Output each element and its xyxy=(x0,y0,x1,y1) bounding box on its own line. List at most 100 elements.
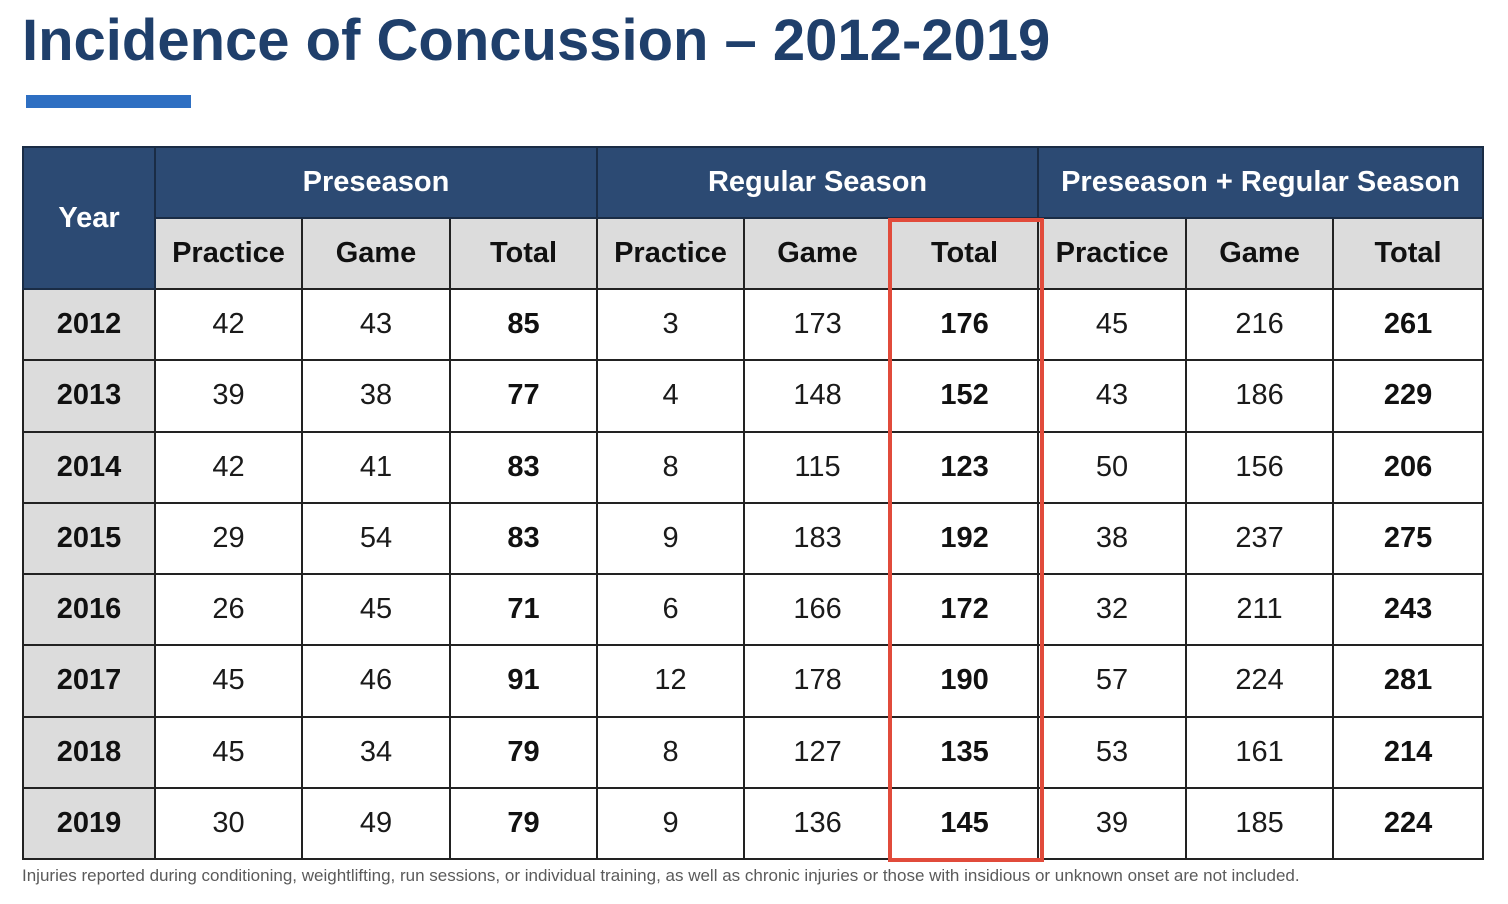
table-row: 2019 30 49 79 9 136 145 39 185 224 xyxy=(22,786,1485,861)
table-row: 2017 45 46 91 12 178 190 57 224 281 xyxy=(22,644,1485,718)
footnote: Injuries reported during conditioning, w… xyxy=(22,866,1300,885)
cell-regular-game: 127 xyxy=(743,715,893,789)
subheader-row: Practice Game Total Practice Game Total … xyxy=(23,217,1485,290)
group-header-row: Year Preseason Regular Season Preseason … xyxy=(22,146,1485,290)
cell-preseason-practice: 45 xyxy=(154,715,303,789)
cell-combined-game: 211 xyxy=(1185,572,1335,647)
cell-combined-total: 261 xyxy=(1332,287,1485,362)
cell-preseason-practice: 29 xyxy=(154,501,303,576)
cell-preseason-game: 54 xyxy=(301,501,451,576)
cell-preseason-total: 83 xyxy=(448,501,599,576)
cell-year: 2012 xyxy=(22,287,156,362)
cell-regular-total: 190 xyxy=(890,644,1040,718)
table-body: 2012 42 43 85 3 173 176 45 216 261 2013 39 38 77 4 148 1… xyxy=(22,287,1485,861)
group-header-regular-season: Regular Season xyxy=(596,146,1040,219)
cell-preseason-total: 85 xyxy=(448,287,599,362)
cell-regular-practice: 9 xyxy=(596,501,746,576)
cell-regular-total: 176 xyxy=(890,287,1040,362)
subheader-combined-practice: Practice xyxy=(1037,217,1188,290)
cell-combined-game: 216 xyxy=(1185,287,1335,362)
cell-combined-game: 156 xyxy=(1185,430,1335,504)
cell-year: 2016 xyxy=(22,572,156,647)
cell-regular-game: 178 xyxy=(743,644,893,718)
year-header: Year xyxy=(22,146,156,290)
cell-preseason-practice: 45 xyxy=(154,644,303,718)
table-row: 2015 29 54 83 9 183 192 38 237 275 xyxy=(22,501,1485,576)
cell-combined-practice: 39 xyxy=(1037,786,1188,861)
cell-combined-practice: 50 xyxy=(1037,430,1188,504)
cell-combined-game: 185 xyxy=(1185,786,1335,861)
cell-regular-total: 192 xyxy=(890,501,1040,576)
cell-regular-practice: 8 xyxy=(596,430,746,504)
cell-regular-total: 152 xyxy=(890,359,1040,433)
subheader-preseason-total: Total xyxy=(448,217,599,290)
table-row: 2016 26 45 71 6 166 172 32 211 243 xyxy=(22,572,1485,647)
cell-combined-game: 161 xyxy=(1185,715,1335,789)
table-row: 2018 45 34 79 8 127 135 53 161 214 xyxy=(22,715,1485,789)
cell-regular-practice: 6 xyxy=(596,572,746,647)
page-title: Incidence of Concussion – 2012-2019 xyxy=(22,8,1051,73)
cell-year: 2015 xyxy=(22,501,156,576)
cell-combined-total: 206 xyxy=(1332,430,1485,504)
cell-regular-practice: 9 xyxy=(596,786,746,861)
cell-regular-game: 173 xyxy=(743,287,893,362)
cell-combined-total: 275 xyxy=(1332,501,1485,576)
subheader-combined-game: Game xyxy=(1185,217,1335,290)
cell-preseason-practice: 30 xyxy=(154,786,303,861)
subheader-combined-total: Total xyxy=(1332,217,1485,290)
cell-regular-total: 172 xyxy=(890,572,1040,647)
subheader-regular-game: Game xyxy=(743,217,893,290)
cell-regular-game: 166 xyxy=(743,572,893,647)
cell-regular-total: 123 xyxy=(890,430,1040,504)
cell-regular-game: 115 xyxy=(743,430,893,504)
group-header-combined: Preseason + Regular Season xyxy=(1037,146,1485,219)
cell-year: 2017 xyxy=(22,644,156,718)
cell-preseason-total: 71 xyxy=(448,572,599,647)
cell-combined-practice: 45 xyxy=(1037,287,1188,362)
concussion-table: Year Preseason Regular Season Preseason … xyxy=(22,146,1485,861)
title-accent-bar xyxy=(26,95,191,108)
cell-regular-total: 135 xyxy=(890,715,1040,789)
cell-preseason-game: 49 xyxy=(301,786,451,861)
cell-preseason-game: 43 xyxy=(301,287,451,362)
cell-combined-practice: 32 xyxy=(1037,572,1188,647)
subheader-preseason-game: Game xyxy=(301,217,451,290)
cell-combined-practice: 57 xyxy=(1037,644,1188,718)
cell-regular-practice: 12 xyxy=(596,644,746,718)
table-row: 2012 42 43 85 3 173 176 45 216 261 xyxy=(22,287,1485,362)
cell-preseason-total: 79 xyxy=(448,715,599,789)
concussion-table-container: Year Preseason Regular Season Preseason … xyxy=(22,146,1485,861)
cell-preseason-practice: 39 xyxy=(154,359,303,433)
cell-regular-game: 183 xyxy=(743,501,893,576)
cell-combined-practice: 38 xyxy=(1037,501,1188,576)
subheader-regular-practice: Practice xyxy=(596,217,746,290)
cell-combined-game: 186 xyxy=(1185,359,1335,433)
cell-year: 2018 xyxy=(22,715,156,789)
cell-combined-total: 243 xyxy=(1332,572,1485,647)
cell-preseason-total: 77 xyxy=(448,359,599,433)
cell-regular-practice: 8 xyxy=(596,715,746,789)
cell-preseason-total: 79 xyxy=(448,786,599,861)
cell-year: 2013 xyxy=(22,359,156,433)
cell-combined-game: 224 xyxy=(1185,644,1335,718)
cell-preseason-game: 46 xyxy=(301,644,451,718)
cell-preseason-game: 34 xyxy=(301,715,451,789)
cell-preseason-total: 91 xyxy=(448,644,599,718)
cell-preseason-total: 83 xyxy=(448,430,599,504)
cell-combined-total: 281 xyxy=(1332,644,1485,718)
cell-combined-total: 224 xyxy=(1332,786,1485,861)
cell-combined-game: 237 xyxy=(1185,501,1335,576)
cell-preseason-game: 45 xyxy=(301,572,451,647)
cell-regular-total: 145 xyxy=(890,786,1040,861)
cell-combined-practice: 43 xyxy=(1037,359,1188,433)
cell-preseason-practice: 42 xyxy=(154,430,303,504)
cell-year: 2014 xyxy=(22,430,156,504)
subheader-regular-total: Total xyxy=(890,217,1040,290)
cell-preseason-game: 38 xyxy=(301,359,451,433)
group-header-preseason: Preseason xyxy=(153,146,599,219)
cell-regular-practice: 3 xyxy=(596,287,746,362)
cell-regular-practice: 4 xyxy=(596,359,746,433)
cell-regular-game: 136 xyxy=(743,786,893,861)
cell-preseason-game: 41 xyxy=(301,430,451,504)
cell-preseason-practice: 26 xyxy=(154,572,303,647)
